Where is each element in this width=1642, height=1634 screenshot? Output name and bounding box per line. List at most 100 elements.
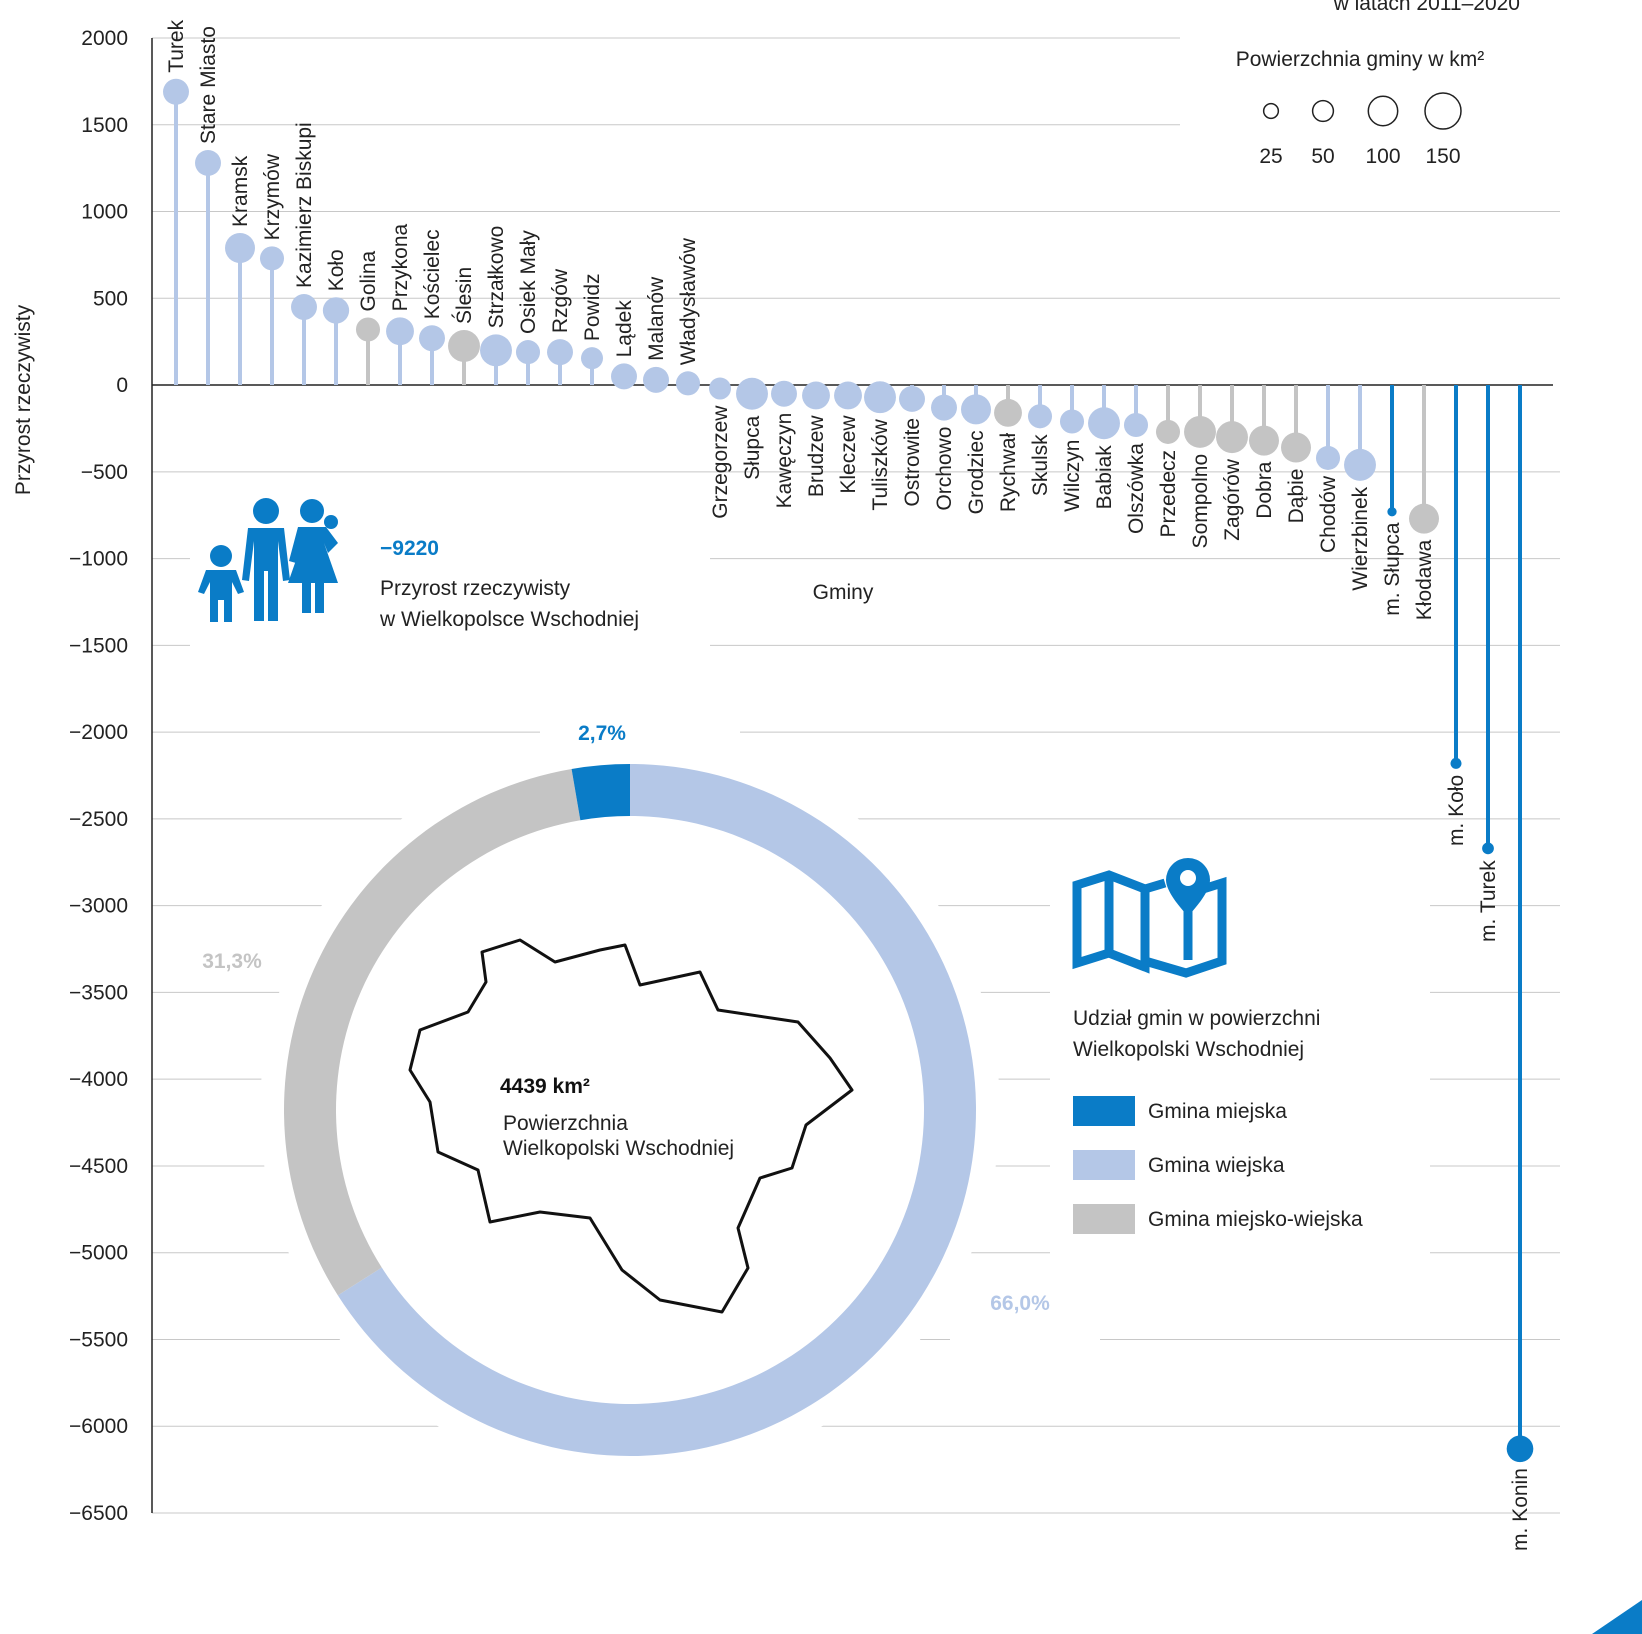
bubble bbox=[355, 317, 381, 342]
y-tick-label: −4500 bbox=[69, 1155, 128, 1178]
y-tick-label: −6000 bbox=[69, 1415, 128, 1438]
category-label: Lądek bbox=[613, 300, 636, 358]
bubble bbox=[611, 363, 637, 390]
category-label: Malanów bbox=[645, 276, 668, 361]
bubble bbox=[1315, 445, 1341, 470]
y-tick-label: −1500 bbox=[69, 634, 128, 657]
stat-label: Przyrost rzeczywisty bbox=[380, 577, 571, 600]
pin-hole bbox=[1180, 870, 1196, 886]
mask bbox=[950, 1260, 1100, 1340]
category-label: Wierzbinek bbox=[1349, 486, 1372, 590]
category-label: Golina bbox=[357, 250, 380, 311]
category-label: Kazimierz Biskupi bbox=[293, 122, 316, 288]
bubble bbox=[480, 334, 512, 367]
bubble bbox=[291, 293, 317, 320]
size-legend-circle bbox=[1367, 95, 1399, 127]
bubble bbox=[580, 347, 604, 370]
category-label: Władysławów bbox=[677, 237, 700, 365]
category-label: Strzałkowo bbox=[485, 226, 508, 329]
y-tick-label: −2500 bbox=[69, 808, 128, 831]
decorations bbox=[198, 498, 1642, 1634]
category-label: m. Turek bbox=[1477, 860, 1500, 942]
category-label: Babiak bbox=[1093, 445, 1116, 510]
mask bbox=[1180, 35, 1580, 185]
y-tick-label: 1000 bbox=[81, 201, 128, 224]
category-label: Ślesin bbox=[452, 267, 476, 324]
bubble bbox=[708, 377, 732, 400]
y-tick-label: −6500 bbox=[69, 1502, 128, 1525]
category-label: Rychwał bbox=[997, 432, 1020, 512]
y-axis-label: Przyrost rzeczywisty bbox=[12, 304, 35, 495]
category-label: Kościelec bbox=[421, 229, 444, 319]
category-label: Ostrowite bbox=[901, 418, 924, 507]
legend-title: Udział gmin w powierzchni bbox=[1073, 1007, 1320, 1030]
bubble bbox=[1482, 842, 1494, 855]
category-label: Kłodawa bbox=[1413, 539, 1436, 620]
category-label: m. Konin bbox=[1509, 1468, 1532, 1551]
size-legend-label: 100 bbox=[1365, 145, 1400, 168]
stat-value: −9220 bbox=[380, 537, 439, 560]
category-label: m. Słupca bbox=[1381, 522, 1404, 616]
category-label: Wilczyn bbox=[1061, 440, 1084, 512]
category-label: Rzgów bbox=[549, 268, 572, 333]
category-label: Stare Miasto bbox=[197, 26, 220, 144]
y-tick-label: −3000 bbox=[69, 895, 128, 918]
bubble bbox=[771, 380, 797, 407]
mask bbox=[160, 920, 300, 990]
category-label: Przykona bbox=[389, 223, 412, 311]
category-label: Dobra bbox=[1253, 461, 1276, 519]
bubble bbox=[864, 381, 896, 414]
category-label: Kramsk bbox=[229, 155, 252, 227]
bubble bbox=[195, 149, 221, 176]
bubble bbox=[1216, 421, 1248, 454]
bubble bbox=[515, 340, 541, 365]
bubble bbox=[322, 297, 350, 324]
mask bbox=[540, 690, 740, 770]
category-label: Grodziec bbox=[965, 430, 988, 514]
bubble bbox=[834, 381, 862, 410]
pin-icon bbox=[1166, 858, 1210, 916]
category-label: Turek bbox=[165, 19, 188, 72]
category-label: Osiek Mały bbox=[517, 230, 540, 334]
donut-value-label: 2,7% bbox=[578, 722, 626, 745]
title: w latach 2011–2020 bbox=[1333, 0, 1520, 15]
category-label: Kleczew bbox=[837, 415, 860, 494]
region-outline bbox=[408, 938, 854, 1314]
bubble bbox=[386, 317, 414, 346]
category-label: Orchowo bbox=[933, 427, 956, 511]
donut-segment bbox=[284, 768, 581, 1296]
size-legend-title: Powierzchnia gminy w km² bbox=[1236, 48, 1485, 71]
bubble bbox=[675, 371, 701, 396]
category-label: Olszówka bbox=[1125, 443, 1148, 534]
legend-label: Gmina miejska bbox=[1148, 1100, 1287, 1123]
bubble bbox=[1409, 503, 1439, 534]
donut-segment bbox=[571, 764, 630, 821]
bubble bbox=[448, 330, 480, 362]
category-label: Przedecz bbox=[1157, 450, 1180, 538]
size-legend-label: 25 bbox=[1259, 145, 1282, 168]
bubble bbox=[1281, 432, 1311, 463]
category-label: Słupca bbox=[741, 415, 764, 480]
bubble bbox=[1059, 409, 1085, 434]
category-label: Powidz bbox=[581, 273, 604, 341]
legend-swatch bbox=[1073, 1096, 1135, 1126]
y-tick-label: −500 bbox=[81, 461, 128, 484]
size-legend-circle bbox=[1262, 102, 1280, 120]
bubble bbox=[736, 377, 768, 410]
y-tick-label: 0 bbox=[116, 374, 128, 397]
stat-label: w Wielkopolsce Wschodniej bbox=[379, 608, 639, 631]
legend-swatch bbox=[1073, 1204, 1135, 1234]
size-legend-circle bbox=[1311, 99, 1335, 123]
category-label: Kawęczyn bbox=[773, 413, 796, 509]
legend-swatch bbox=[1073, 1150, 1135, 1180]
legend-label: Gmina wiejska bbox=[1148, 1154, 1285, 1177]
family-icon bbox=[198, 498, 338, 622]
category-label: Zagórów bbox=[1221, 458, 1244, 541]
category-label: Grzegorzew bbox=[709, 405, 732, 519]
size-legend-circle bbox=[1424, 92, 1462, 130]
bubble bbox=[259, 246, 285, 271]
bubble bbox=[1249, 425, 1279, 456]
category-label: m. Koło bbox=[1445, 775, 1468, 846]
bubble bbox=[1450, 757, 1462, 769]
